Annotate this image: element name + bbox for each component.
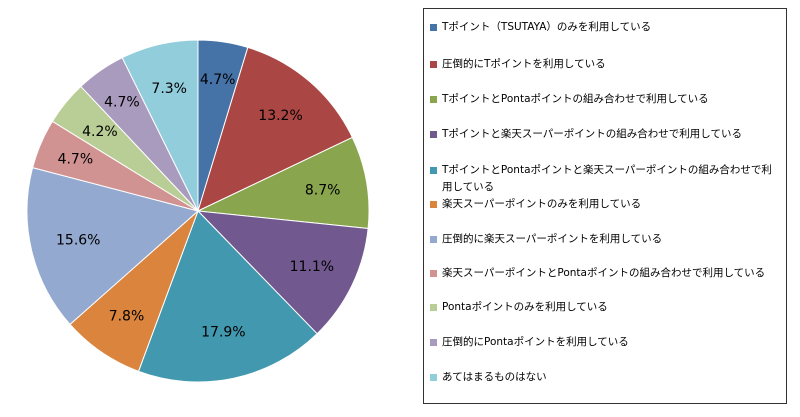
legend-item: 圧倒的に楽天スーパーポイントを利用している (430, 231, 782, 248)
legend-swatch (430, 270, 437, 277)
legend-item: 楽天スーパーポイントのみを利用している (430, 196, 782, 213)
legend-label: 楽天スーパーポイントのみを利用している (442, 198, 642, 210)
pie-chart: 4.7% 13.2% 8.7% 11.1% 17.9% 7.8% 15.6% 4.7% 4.2%… (26, 39, 370, 383)
pie-svg: 4.7% 13.2% 8.7% 11.1% 17.9% 7.8% 15.6% 4.7% 4.2%… (26, 39, 370, 383)
slice-value-label: 4.2% (82, 124, 118, 140)
legend-swatch (430, 201, 437, 208)
chart-legend: Tポイント（TSUTAYA）のみを利用している 圧倒的にTポイントを利用している T… (423, 8, 787, 404)
slice-value-label: 15.6% (56, 233, 100, 249)
legend-swatch (430, 339, 437, 346)
legend-label: Pontaポイントのみを利用している (442, 301, 608, 313)
legend-swatch (430, 167, 437, 174)
legend-item: 圧倒的にPontaポイントを利用している (430, 334, 782, 351)
legend-item: TポイントとPontaポイントの組み合わせで利用している (430, 91, 782, 108)
legend-label: 圧倒的に楽天スーパーポイントを利用している (442, 233, 663, 245)
legend-item: Tポイント（TSUTAYA）のみを利用している (430, 19, 782, 36)
slice-value-label: 8.7% (305, 182, 341, 198)
slice-value-label: 4.7% (200, 72, 236, 88)
pie-slice (196, 136, 370, 229)
pie-slice (26, 167, 200, 326)
slice-value-label: 4.7% (58, 152, 94, 168)
pie-slice (196, 210, 369, 335)
legend-label: あてはまるものはない (442, 371, 547, 383)
legend-item: あてはまるものはない (430, 369, 782, 386)
legend-swatch (430, 131, 437, 138)
pie-slice (197, 46, 354, 212)
slice-value-label: 4.7% (104, 94, 140, 110)
legend-item: Tポイントと楽天スーパーポイントの組み合わせで利用している (430, 126, 782, 143)
legend-item: TポイントとPontaポイントと楽天スーパーポイントの組み合わせで利用している (430, 162, 782, 196)
legend-swatch (430, 374, 437, 381)
legend-item: 楽天スーパーポイントとPontaポイントの組み合わせで利用している (430, 265, 782, 282)
legend-label: TポイントとPontaポイントの組み合わせで利用している (442, 93, 709, 105)
slice-value-label: 7.8% (109, 308, 145, 324)
legend-swatch (430, 96, 437, 103)
legend-swatch (430, 61, 437, 68)
slice-value-label: 17.9% (201, 324, 245, 340)
legend-swatch (430, 24, 437, 31)
slice-value-label: 13.2% (258, 108, 302, 124)
legend-label: 圧倒的にTポイントを利用している (442, 58, 606, 70)
legend-item: Pontaポイントのみを利用している (430, 299, 782, 316)
pie-slice (137, 210, 318, 383)
legend-label: Tポイントと楽天スーパーポイントの組み合わせで利用している (442, 128, 742, 140)
legend-label: TポイントとPontaポイントと楽天スーパーポイントの組み合わせで利用している (442, 164, 772, 193)
slice-value-label: 11.1% (290, 259, 334, 275)
legend-swatch (430, 236, 437, 243)
legend-label: 楽天スーパーポイントとPontaポイントの組み合わせで利用している (442, 267, 766, 279)
legend-label: 圧倒的にPontaポイントを利用している (442, 336, 629, 348)
legend-item: 圧倒的にTポイントを利用している (430, 56, 782, 73)
legend-swatch (430, 304, 437, 311)
legend-label: Tポイント（TSUTAYA）のみを利用している (442, 21, 652, 33)
pie-slice (121, 39, 199, 212)
slice-value-label: 7.3% (151, 81, 187, 97)
